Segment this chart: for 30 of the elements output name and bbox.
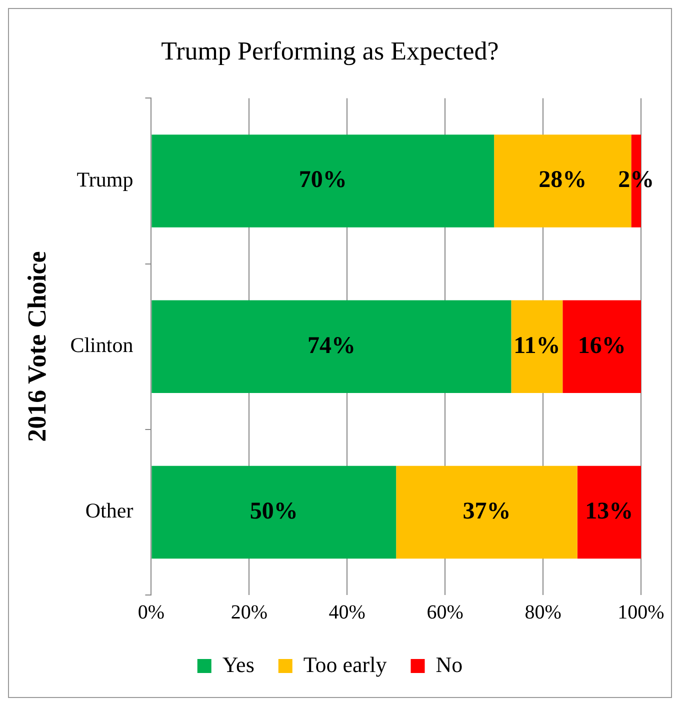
data-label: 11%	[514, 332, 560, 359]
bar	[511, 300, 563, 393]
bar	[396, 466, 578, 559]
bar	[562, 300, 641, 393]
x-tick-label: 20%	[230, 601, 268, 624]
data-label: 50%	[250, 498, 298, 524]
x-tick-label: 60%	[426, 601, 464, 624]
x-tick-label: 100%	[618, 601, 664, 624]
data-label: 2%	[618, 167, 654, 194]
y-tick-label: Other	[85, 498, 134, 523]
y-axis-title: 2016 Vote Choice	[22, 251, 52, 442]
data-label: 16%	[578, 332, 626, 359]
legend-label: Too early	[303, 652, 387, 677]
y-tick-label: Trump	[76, 168, 134, 192]
y-tick-label: Clinton	[70, 333, 134, 358]
chart-title: Trump Performing as Expected?	[161, 36, 499, 66]
x-tick-label: 40%	[328, 601, 366, 624]
data-label: 70%	[298, 167, 347, 194]
data-label: 13%	[585, 498, 634, 524]
data-label: 37%	[462, 498, 511, 524]
x-tick-label: 80%	[524, 601, 562, 624]
bar	[152, 466, 396, 559]
bar	[577, 466, 641, 559]
data-label: 28%	[538, 167, 587, 194]
legend-label: Yes	[222, 652, 254, 677]
legend-label: No	[436, 652, 463, 677]
x-tick-label: 0%	[138, 601, 165, 624]
bar	[152, 300, 512, 393]
data-label: 74%	[307, 332, 356, 359]
bar	[152, 134, 494, 228]
